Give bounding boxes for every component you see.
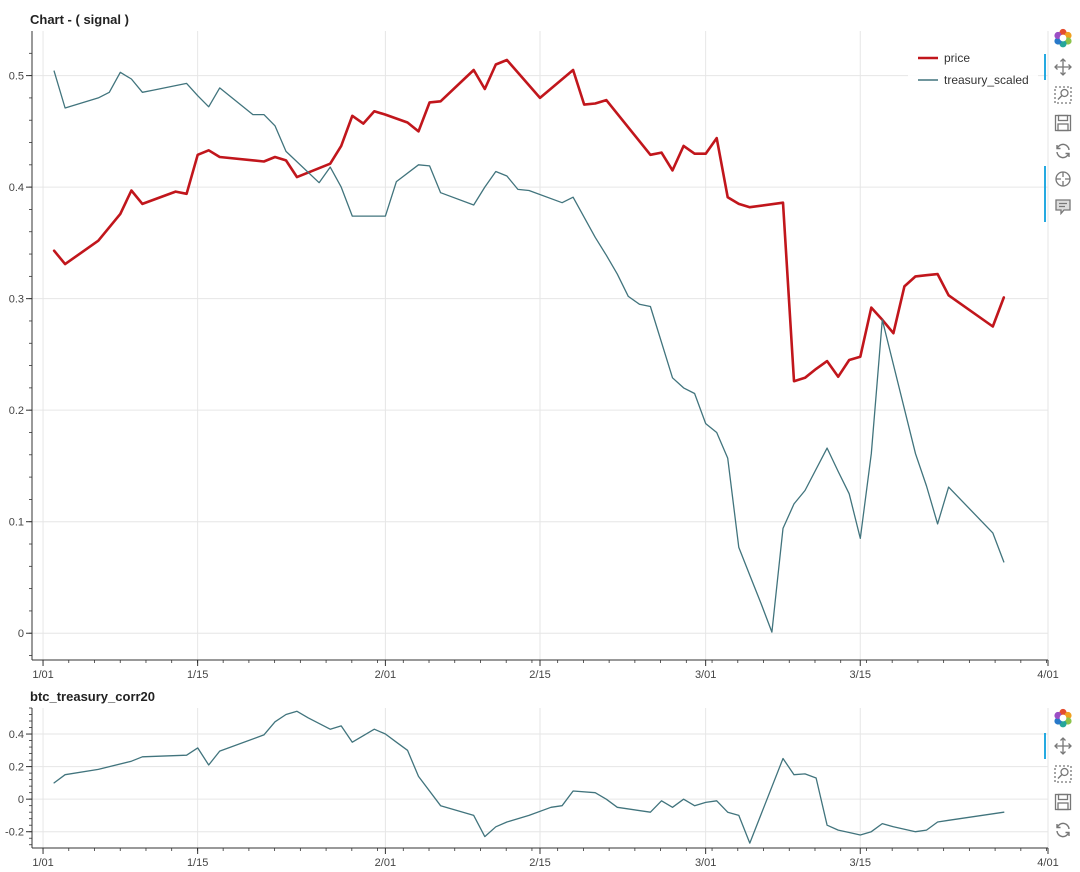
main-x-tick-label: 2/15 <box>529 669 550 681</box>
main-toolbar <box>1044 26 1078 226</box>
bokeh-logo-icon[interactable] <box>1051 26 1075 50</box>
legend-label-treasury-scaled[interactable]: treasury_scaled <box>944 73 1029 87</box>
corr-x-tick-label: 3/01 <box>695 857 716 869</box>
main-series <box>52 58 1006 633</box>
corr-toolbar <box>1044 706 1078 838</box>
active-tool-indicator-2 <box>1044 166 1046 222</box>
main-y-tick-label: 0.1 <box>9 517 24 529</box>
corr-chart-title: btc_treasury_corr20 <box>30 689 155 704</box>
main-y-tick-label: 0.2 <box>9 405 24 417</box>
main-x-tick-label: 4/01 <box>1037 669 1058 681</box>
corr-series-line-btc-treasury-corr20[interactable] <box>53 710 1005 844</box>
corr-x-tick-label: 1/01 <box>32 857 53 869</box>
pan-tool-icon[interactable] <box>1051 55 1075 79</box>
corr-gridlines <box>32 708 1049 848</box>
corr-y-tick-label: 0.2 <box>9 762 24 774</box>
corr-x-tick-label: 3/15 <box>850 857 871 869</box>
hover-tool-icon[interactable] <box>1051 195 1075 219</box>
reset-tool-icon[interactable] <box>1051 818 1075 842</box>
main-gridlines <box>32 31 1049 660</box>
box-zoom-tool-icon[interactable] <box>1051 83 1075 107</box>
corr-y-tick-label: 0 <box>18 794 24 806</box>
active-tool-indicator <box>1044 54 1046 80</box>
main-x-tick-label: 3/15 <box>850 669 871 681</box>
main-x-tick-label: 1/01 <box>32 669 53 681</box>
main-y-tick-label: 0.5 <box>9 71 24 83</box>
main-plot[interactable]: 0 0.1 0.2 0.3 0.4 0.5 1/01 1/15 2/01 2/15 3/01 3/15… <box>9 12 1059 681</box>
main-axes: 0 0.1 0.2 0.3 0.4 0.5 1/01 1/15 2/01 2/15 3/01 3/15… <box>9 31 1059 681</box>
main-x-tick-label: 1/15 <box>187 669 208 681</box>
main-series-line-treasury-scaled[interactable] <box>53 70 1005 633</box>
save-tool-icon[interactable] <box>1051 790 1075 814</box>
corr-x-tick-label: 2/15 <box>529 857 550 869</box>
pan-tool-icon[interactable] <box>1051 734 1075 758</box>
corr-series <box>53 710 1005 844</box>
corr-x-tick-label: 2/01 <box>375 857 396 869</box>
main-series-line-price[interactable] <box>52 58 1006 383</box>
legend-box <box>908 44 1038 94</box>
crosshair-tool-icon[interactable] <box>1051 167 1075 191</box>
corr-y-tick-label: -0.2 <box>5 827 24 839</box>
main-y-tick-label: 0.3 <box>9 294 24 306</box>
corr-y-tick-label: 0.4 <box>9 729 24 741</box>
corr-plot[interactable]: -0.200.20.41/01 1/15 2/01 2/15 3/01 3/15 4/01 … <box>5 689 1059 869</box>
save-tool-icon[interactable] <box>1051 111 1075 135</box>
corr-x-tick-label: 1/15 <box>187 857 208 869</box>
main-y-tick-label: 0.4 <box>9 182 24 194</box>
main-chart-title: Chart - ( signal ) <box>30 12 129 27</box>
corr-axes: -0.2 0 0.2 0.4 1/01 1/15 2/01 2/15 3/01 3/15 4/01 <box>5 707 1059 869</box>
corr-x-tick-label: 4/01 <box>1037 857 1058 869</box>
main-x-tick-label: 3/01 <box>695 669 716 681</box>
active-tool-indicator <box>1044 733 1046 759</box>
reset-tool-icon[interactable] <box>1051 139 1075 163</box>
main-x-tick-label: 2/01 <box>375 669 396 681</box>
legend-label-price[interactable]: price <box>944 51 970 65</box>
main-y-tick-label: 0 <box>18 628 24 640</box>
box-zoom-tool-icon[interactable] <box>1051 762 1075 786</box>
bokeh-logo-icon[interactable] <box>1051 706 1075 730</box>
main-legend[interactable]: price treasury_scaled <box>908 44 1038 94</box>
